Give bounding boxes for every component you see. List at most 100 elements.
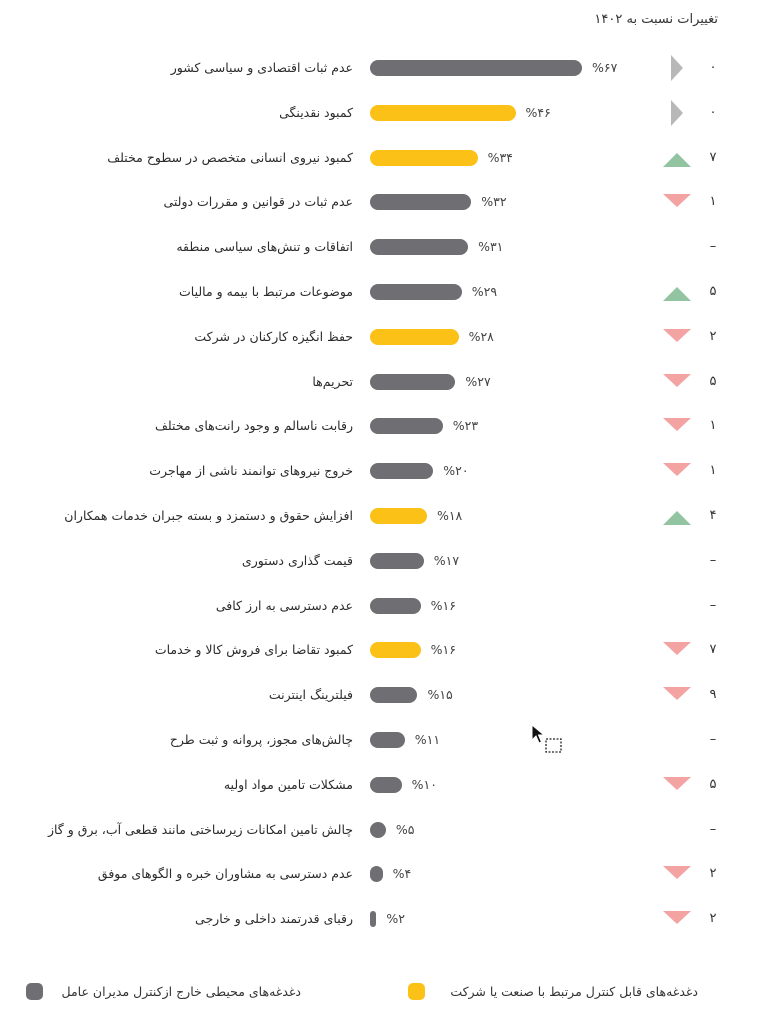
bar xyxy=(370,508,427,524)
bar xyxy=(370,284,462,300)
legend-environmental: دغدغه‌های محیطی خارج ازکنترل مدیران عامل xyxy=(26,982,301,1002)
bar xyxy=(370,373,456,390)
bar xyxy=(370,911,377,928)
legend-environmental-label: دغدغه‌های محیطی خارج ازکنترل مدیران عامل xyxy=(61,984,301,999)
change-label: ۲ xyxy=(709,911,717,927)
change-label: ۱ xyxy=(709,418,717,434)
trend-down-icon xyxy=(663,866,691,880)
chart-row: کمبود نیروی انسانی متخصص در سطوح مختلف %۳… xyxy=(0,146,758,178)
bar xyxy=(370,552,424,569)
trend-down-icon xyxy=(663,194,691,208)
legend-controllable-label: دغدغه‌های قابل کنترل مرتبط با صنعت یا شر… xyxy=(450,984,698,999)
trend-down-icon xyxy=(663,463,691,477)
trend-down-icon xyxy=(663,776,691,790)
trend-up-icon xyxy=(663,152,691,167)
category-label: حفظ انگیزه کارکنان در شرکت xyxy=(194,328,353,344)
change-label: ۵ xyxy=(709,284,717,299)
bar xyxy=(370,463,434,480)
change-label: ۵ xyxy=(709,373,717,389)
category-label: کمبود نقدینگی xyxy=(279,104,353,120)
category-label: عدم ثبات در قوانین و مقررات دولتی xyxy=(163,194,353,210)
value-label: %۱۸ xyxy=(436,508,463,523)
bar xyxy=(370,60,582,76)
category-label: رقابت ناسالم و وجود رانت‌های مختلف xyxy=(154,418,353,434)
trend-down-icon xyxy=(663,687,691,701)
trend-same-icon xyxy=(671,55,683,81)
chart-row: عدم ثبات اقتصادی و سیاسی کشور %۶۷ ۰ xyxy=(0,55,758,88)
chart-row: کمبود تقاضا برای فروش کالا و خدمات %۱۶ ۷ xyxy=(0,638,758,670)
category-label: چالش‌های مجوز، پروانه و ثبت طرح xyxy=(169,732,353,747)
category-label: مشکلات تامین مواد اولیه xyxy=(223,776,353,792)
change-label: ۰ xyxy=(709,60,717,75)
trend-down-icon xyxy=(663,911,691,925)
bar xyxy=(370,597,421,614)
category-label: عدم دسترسی به ارز کافی xyxy=(215,597,353,613)
value-label: %۳۲ xyxy=(481,194,507,210)
trend-same-icon xyxy=(671,99,683,126)
bar xyxy=(370,821,386,838)
chart-row: تحریم‌ها %۲۷ ۵ xyxy=(0,370,758,402)
chart-row: عدم دسترسی به ارز کافی %۱۶ – xyxy=(0,594,758,626)
change-label: ۷ xyxy=(709,149,717,165)
change-label: ۲ xyxy=(709,866,717,882)
bar xyxy=(370,418,443,435)
trend-up-icon xyxy=(663,511,691,525)
value-label: %۴۶ xyxy=(525,104,551,120)
change-label: ۴ xyxy=(709,508,717,523)
value-label: %۶۷ xyxy=(592,60,618,75)
trend-down-icon xyxy=(663,373,691,387)
trend-down-icon xyxy=(663,328,691,342)
value-label: %۲۳ xyxy=(452,418,479,434)
value-label: %۳۴ xyxy=(487,149,513,165)
value-label: %۱۱ xyxy=(414,732,441,747)
chart-row: رقابت ناسالم و وجود رانت‌های مختلف %۲۳ ۱ xyxy=(0,414,758,446)
category-label: تحریم‌ها xyxy=(312,373,353,389)
category-label: کمبود تقاضا برای فروش کالا و خدمات xyxy=(154,642,353,658)
change-label: ۱ xyxy=(709,194,717,210)
chart-row: قیمت گذاری دستوری %۱۷ – xyxy=(0,549,758,581)
category-label: عدم ثبات اقتصادی و سیاسی کشور xyxy=(170,60,353,75)
value-label: %۲۹ xyxy=(471,284,498,299)
legend-controllable: دغدغه‌های قابل کنترل مرتبط با صنعت یا شر… xyxy=(408,982,698,1002)
chart-row: عدم ثبات در قوانین و مقررات دولتی %۳۲ ۱ xyxy=(0,190,758,222)
value-label: %۱۶ xyxy=(430,597,456,613)
category-label: افزایش حقوق و دستمزد و بسته جبران خدمات … xyxy=(64,508,353,523)
bar xyxy=(370,732,405,748)
chart-row: افزایش حقوق و دستمزد و بسته جبران خدمات … xyxy=(0,504,758,536)
change-label: ۱ xyxy=(709,463,717,479)
change-label: ۷ xyxy=(709,642,717,658)
chart-row: عدم دسترسی به مشاوران خبره و الگوهای موف… xyxy=(0,862,758,894)
category-label: اتفاقات و تنش‌های سیاسی منطقه xyxy=(176,239,353,255)
change-label: – xyxy=(709,597,717,613)
change-label: ۲ xyxy=(709,328,717,344)
value-label: %۱۶ xyxy=(430,642,456,658)
mouse-cursor-icon xyxy=(531,724,562,753)
legend-environmental-swatch xyxy=(26,983,43,1000)
chart-header: تغییرات نسبت به ۱۴۰۲ xyxy=(594,12,718,27)
category-label: عدم دسترسی به مشاوران خبره و الگوهای موف… xyxy=(97,866,353,882)
chart-row: اتفاقات و تنش‌های سیاسی منطقه %۳۱ – xyxy=(0,235,758,267)
chart-row: موضوعات مرتبط با بیمه و مالیات %۲۹ ۵ xyxy=(0,280,758,312)
chart-row: مشکلات تامین مواد اولیه %۱۰ ۵ xyxy=(0,773,758,805)
value-label: %۵ xyxy=(395,821,415,837)
bar xyxy=(370,687,418,704)
category-label: خروج نیروهای توانمند ناشی از مهاجرت xyxy=(149,463,353,479)
trend-down-icon xyxy=(663,642,691,656)
trend-down-icon xyxy=(663,418,691,432)
category-label: موضوعات مرتبط با بیمه و مالیات xyxy=(179,284,353,299)
chart-row: رقبای قدرتمند داخلی و خارجی %۲ ۲ xyxy=(0,907,758,939)
bar xyxy=(370,776,402,793)
value-label: %۱۰ xyxy=(411,776,437,792)
bar xyxy=(370,642,421,659)
legend-controllable-swatch xyxy=(408,983,425,1000)
chart-row: فیلترینگ اینترنت %۱۵ ۹ xyxy=(0,683,758,715)
change-label: ۰ xyxy=(709,104,717,120)
chart-row: چالش تامین امکانات زیرساختی مانند قطعی آ… xyxy=(0,818,758,850)
value-label: %۲ xyxy=(386,911,405,927)
bar xyxy=(370,104,516,121)
category-label: چالش تامین امکانات زیرساختی مانند قطعی آ… xyxy=(47,821,353,837)
bar xyxy=(370,149,478,166)
change-label: ۹ xyxy=(709,687,717,703)
bar xyxy=(370,239,469,256)
